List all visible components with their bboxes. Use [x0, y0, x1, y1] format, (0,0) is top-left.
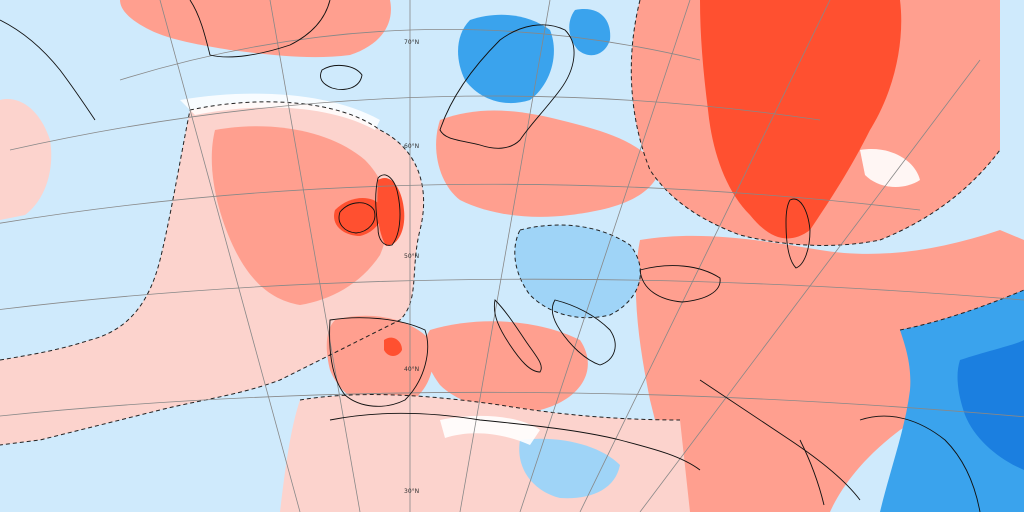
contour-arabia — [899, 289, 1024, 331]
warm-region-mediterranean — [424, 321, 588, 412]
meridian-5 — [519, 0, 691, 512]
cold-region-central-europe — [514, 225, 641, 318]
warm-region-middle-east — [635, 230, 1024, 512]
contour-north-africa — [299, 394, 681, 421]
warm-region-greenland — [120, 0, 391, 58]
coast-middle-east — [699, 379, 861, 501]
lat-label-30n: 30°N — [404, 488, 419, 495]
neutral-band-atlantic — [180, 93, 380, 130]
coast-red-sea — [799, 439, 825, 506]
coast-north-africa — [329, 412, 701, 471]
coast-greenland — [189, 0, 331, 58]
meridian-1 — [159, 0, 301, 512]
cold-region-north-africa — [519, 438, 620, 499]
coast-iceland — [320, 64, 363, 90]
neutral-band-caucasus — [860, 149, 920, 187]
warm-region-russia-core — [700, 0, 902, 239]
contour-west — [0, 109, 191, 361]
coast-balkans — [551, 299, 616, 366]
warm-region-atlantic-core — [211, 126, 389, 305]
latitude-labels: 70°N 60°N 50°N 40°N 30°N — [404, 39, 419, 495]
coast-caspian — [785, 198, 811, 269]
meridian-4 — [459, 0, 551, 512]
warm-region-iberia-spot — [384, 337, 402, 356]
coast-uk — [375, 174, 401, 246]
cold-region-arabia-core — [957, 340, 1024, 470]
coast-north-america — [0, 19, 96, 121]
contour-russia — [630, 0, 1001, 246]
lat-label-40n: 40°N — [404, 366, 419, 373]
meridian-6 — [579, 0, 831, 512]
coast-black-sea — [639, 265, 721, 303]
coast-iberia — [329, 317, 429, 407]
warm-region-west-edge — [0, 99, 52, 220]
cold-region-barents — [569, 9, 611, 56]
parallel-30n — [0, 391, 1024, 418]
coast-ireland — [338, 202, 376, 234]
parallel-50n — [0, 183, 921, 224]
coast-scandinavia — [439, 24, 575, 149]
lat-label-60n: 60°N — [404, 143, 419, 150]
zero-contour-lines — [0, 0, 1024, 446]
warm-region-iberia — [326, 315, 434, 411]
cold-region-scandinavia — [458, 14, 554, 104]
coast-arabia — [859, 415, 981, 512]
coast-italy — [493, 299, 542, 373]
parallel-40n — [0, 278, 1024, 310]
meridian-2 — [269, 0, 361, 512]
meridian-7 — [639, 59, 981, 512]
contour-atlantic — [0, 101, 425, 446]
coastlines — [0, 0, 981, 512]
warm-region-north-europe — [436, 110, 660, 217]
cold-anomaly-layer — [458, 9, 1024, 512]
warm-region-uk — [377, 178, 405, 246]
contour-central-europe — [514, 224, 641, 319]
cold-region-arabia — [880, 290, 1024, 512]
parallel-60n — [9, 95, 821, 151]
lat-label-50n: 50°N — [404, 253, 419, 260]
lat-label-70n: 70°N — [404, 39, 419, 46]
